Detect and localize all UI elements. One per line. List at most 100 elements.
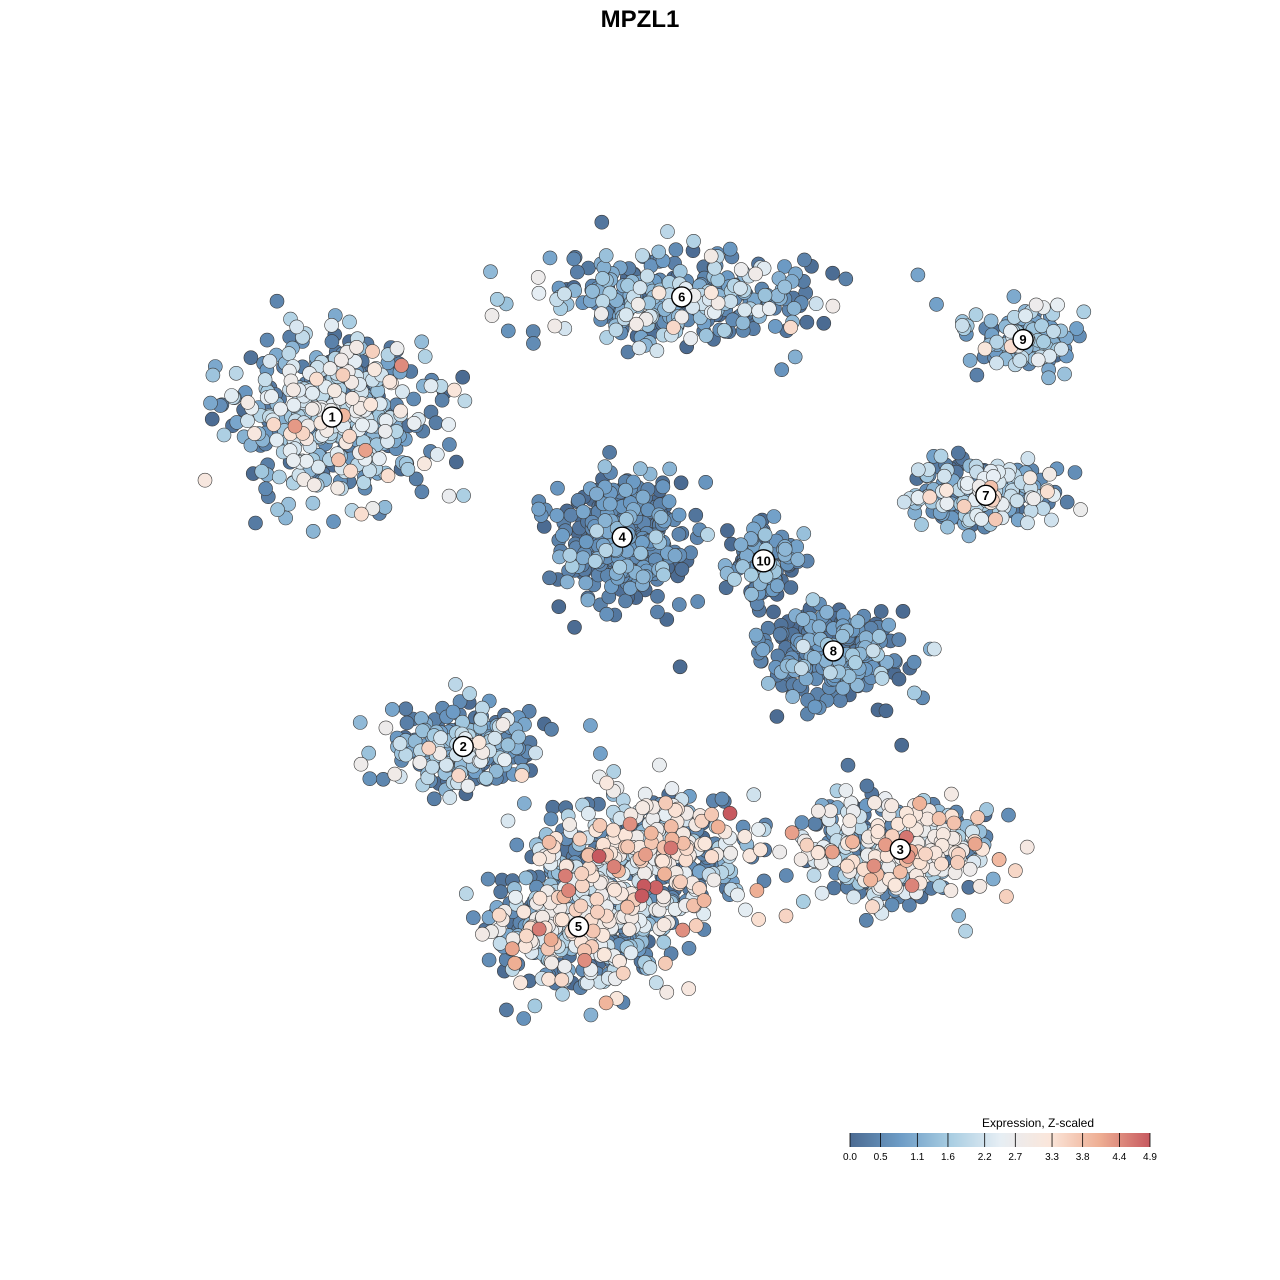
- cell-point: [977, 341, 993, 357]
- cell-point: [607, 882, 622, 898]
- cell-point: [577, 952, 593, 968]
- cell-point: [722, 805, 738, 821]
- cell-point: [656, 567, 671, 583]
- cell-point: [847, 655, 863, 670]
- cell-point: [587, 553, 603, 569]
- cell-point: [638, 847, 653, 862]
- cell-point: [633, 545, 649, 561]
- cell-point: [671, 527, 687, 542]
- cell-point: [1034, 318, 1049, 334]
- cell-point: [483, 264, 498, 280]
- cell-point: [648, 529, 664, 545]
- cell-point: [543, 932, 559, 947]
- cell-point: [751, 822, 766, 837]
- cell-point: [794, 815, 810, 830]
- cell-point: [264, 389, 279, 404]
- cell-point: [414, 484, 430, 500]
- cluster-label-badge: [671, 286, 693, 308]
- cell-point: [793, 852, 809, 867]
- cell-point: [650, 604, 665, 620]
- cell-point: [465, 910, 481, 926]
- cell-point: [1030, 352, 1046, 368]
- cell-point: [690, 594, 706, 609]
- cell-point: [850, 614, 866, 630]
- cell-point: [342, 314, 357, 330]
- cell-point: [516, 904, 532, 920]
- cell-point: [333, 352, 349, 368]
- cell-point: [491, 907, 507, 923]
- cell-point: [954, 318, 970, 333]
- cell-point: [500, 323, 516, 339]
- cell-point: [746, 787, 762, 803]
- cell-point: [823, 803, 838, 819]
- cluster-label-3: 3: [889, 838, 911, 860]
- cell-point: [598, 543, 614, 558]
- cell-point: [799, 314, 815, 330]
- cell-point: [655, 853, 670, 869]
- cell-point: [698, 328, 714, 343]
- cell-point: [1059, 494, 1075, 510]
- cell-point: [723, 845, 738, 861]
- cell-point: [1040, 484, 1055, 500]
- cluster-label-text: 3: [897, 842, 904, 857]
- cell-point: [606, 859, 622, 875]
- cell-point: [797, 252, 812, 268]
- cell-point: [400, 461, 416, 477]
- cluster-label-text: 1: [328, 410, 335, 425]
- cluster-label-text: 6: [678, 289, 685, 304]
- cell-point: [573, 898, 589, 914]
- legend-colorbar: [850, 1133, 1150, 1147]
- cluster-label-badge: [822, 640, 845, 662]
- cell-point: [706, 872, 722, 888]
- cell-point: [618, 593, 633, 609]
- cell-point: [205, 367, 221, 383]
- cell-point: [884, 897, 900, 913]
- cell-point: [672, 659, 688, 675]
- cell-point: [286, 382, 301, 398]
- cell-point: [480, 871, 496, 887]
- cell-point: [365, 344, 380, 359]
- cell-point: [985, 871, 1001, 887]
- cell-point: [688, 507, 704, 523]
- cell-point: [197, 472, 213, 488]
- cell-point: [866, 858, 882, 874]
- cluster-label-badge: [611, 526, 633, 548]
- cell-point: [581, 806, 596, 821]
- cell-point: [835, 680, 851, 696]
- cell-point: [999, 889, 1014, 904]
- cell-point: [867, 795, 882, 811]
- cell-point: [664, 781, 680, 796]
- cell-point: [377, 423, 393, 439]
- cell-point: [661, 494, 677, 509]
- cell-point: [544, 955, 559, 971]
- cell-point: [562, 817, 577, 832]
- cell-point: [399, 715, 415, 731]
- cell-point: [988, 512, 1003, 527]
- cell-point: [674, 309, 690, 325]
- cell-point: [599, 606, 615, 622]
- cell-point: [326, 514, 341, 529]
- cell-point: [621, 922, 637, 937]
- cell-point: [884, 798, 900, 814]
- cell-point: [530, 270, 546, 285]
- cell-point: [543, 811, 559, 827]
- cell-point: [1022, 470, 1038, 486]
- cell-point: [598, 995, 614, 1011]
- cell-point: [703, 285, 719, 300]
- cell-point: [408, 471, 424, 487]
- cell-point: [840, 757, 856, 773]
- cell-point: [910, 462, 926, 478]
- cell-point: [384, 702, 400, 717]
- cell-point: [806, 867, 822, 883]
- cell-point: [1008, 863, 1023, 879]
- cell-point: [839, 858, 855, 874]
- cluster-label-text: 2: [460, 739, 467, 754]
- cell-point: [442, 790, 458, 805]
- cell-point: [583, 1007, 599, 1023]
- cell-point: [424, 759, 440, 775]
- cell-point: [380, 468, 396, 484]
- legend-tick-label: 2.7: [1008, 1152, 1022, 1163]
- cell-point: [361, 745, 377, 761]
- cell-point: [895, 603, 911, 619]
- cell-point: [541, 971, 557, 987]
